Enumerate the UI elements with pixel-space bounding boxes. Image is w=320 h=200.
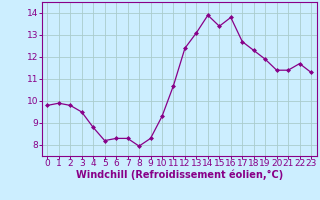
X-axis label: Windchill (Refroidissement éolien,°C): Windchill (Refroidissement éolien,°C) <box>76 170 283 180</box>
